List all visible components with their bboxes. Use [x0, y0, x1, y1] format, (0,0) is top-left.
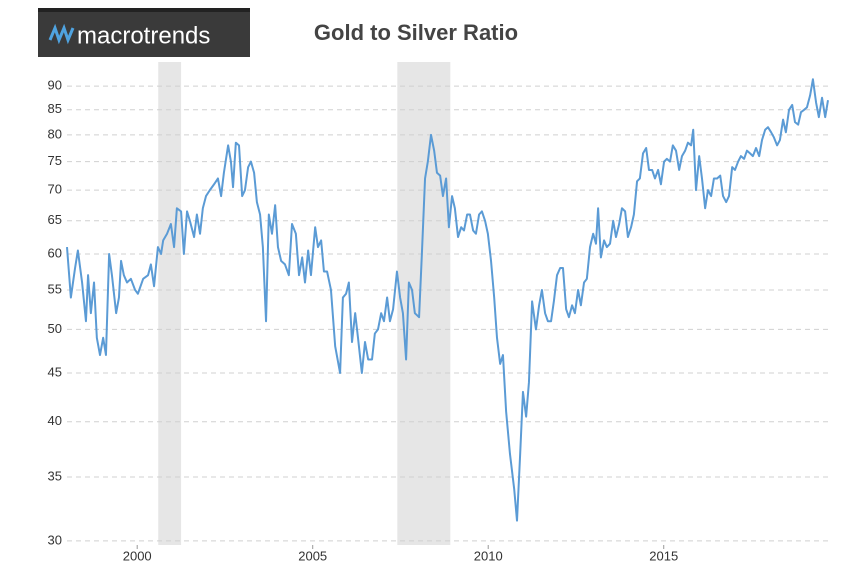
- y-tick-label: 30: [48, 532, 62, 547]
- plot: [66, 78, 829, 522]
- chart-title: Gold to Silver Ratio: [314, 20, 518, 45]
- logo-icon: [48, 23, 75, 45]
- y-tick-label: 70: [48, 182, 62, 197]
- y-tick-label: 90: [48, 78, 62, 93]
- logo-text: macrotrends: [77, 22, 210, 49]
- y-tick-label: 80: [48, 126, 62, 141]
- x-tick-label: 2015: [649, 548, 678, 563]
- x-tick-label: 2000: [123, 548, 152, 563]
- y-tick-label: 55: [48, 281, 62, 296]
- grid: [67, 85, 828, 542]
- logo-strip: [38, 8, 250, 12]
- axes: 30 35 40 45 50 55 60 65 70 75 80 85 90 2000 2005 2010 20…: [48, 78, 679, 564]
- recession-band: [397, 62, 451, 545]
- y-tick-label: 50: [48, 321, 62, 336]
- y-tick-label: 60: [48, 245, 62, 260]
- logo-background: [38, 8, 250, 57]
- y-tick-label: 40: [48, 413, 62, 428]
- recession-bands: [158, 62, 451, 545]
- y-tick-label: 85: [48, 101, 62, 116]
- x-tick-label: 2010: [474, 548, 503, 563]
- y-tick-label: 35: [48, 468, 62, 483]
- y-tick-label: 45: [48, 364, 62, 379]
- recession-band: [158, 62, 182, 545]
- y-tick-label: 65: [48, 212, 62, 227]
- y-tick-label: 75: [48, 153, 62, 168]
- data-line: [66, 78, 829, 522]
- x-tick-label: 2005: [298, 548, 327, 563]
